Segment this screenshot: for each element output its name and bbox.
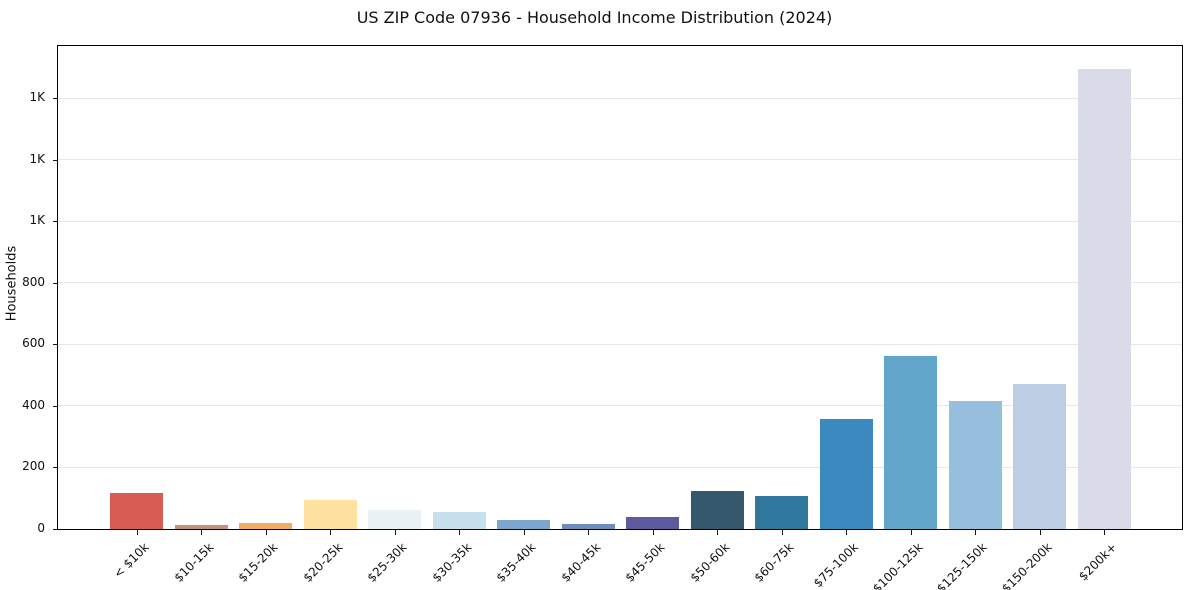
x-tick-label-text: $50-60k <box>687 540 733 585</box>
x-tick-label-text: $10-15k <box>171 540 217 585</box>
x-tick-label-text: < $10k <box>110 540 152 581</box>
bar-11 <box>755 496 809 529</box>
x-tick-mark <box>652 530 654 535</box>
y-tick-mark <box>53 405 57 407</box>
x-tick-label-text: $150-200k <box>998 540 1055 590</box>
y-tick-mark <box>53 282 57 284</box>
bar-15 <box>1013 383 1067 529</box>
gridline <box>58 282 1182 284</box>
bar-10 <box>690 490 744 529</box>
y-tick-label: 1K <box>29 213 45 228</box>
y-tick-label: 800 <box>22 274 45 289</box>
chart-title: US ZIP Code 07936 - Household Income Dis… <box>356 8 833 27</box>
gridline <box>58 220 1182 222</box>
x-tick-label-text: $100-125k <box>869 540 926 590</box>
x-tick-label-text: $45-50k <box>622 540 668 585</box>
x-tick-label-text: $20-25k <box>300 540 346 585</box>
bar-7 <box>497 520 551 529</box>
y-tick-mark <box>53 529 57 530</box>
y-tick-mark <box>53 467 57 469</box>
x-tick-mark <box>394 530 396 535</box>
x-tick-label-text: $200k+ <box>1075 540 1120 584</box>
bar-16 <box>1077 69 1131 529</box>
x-tick-mark <box>136 530 138 535</box>
y-tick-label: 0 <box>37 521 45 535</box>
x-tick-mark <box>201 530 203 535</box>
bar-4 <box>303 499 357 529</box>
gridline <box>58 97 1182 99</box>
y-tick-mark <box>53 159 57 161</box>
bar-2 <box>174 525 228 529</box>
x-tick-label-text: $125-150k <box>934 540 991 590</box>
x-tick-mark <box>523 530 525 535</box>
y-tick-mark <box>53 221 57 223</box>
y-tick-label: 1K <box>29 151 45 166</box>
bar-12 <box>819 418 873 529</box>
x-tick-mark <box>265 530 267 535</box>
x-tick-mark <box>910 530 912 535</box>
x-tick-label-text: $35-40k <box>493 540 539 585</box>
y-tick-label: 600 <box>22 336 45 351</box>
x-tick-label-text: $75-100k <box>810 540 862 590</box>
gridline <box>58 159 1182 161</box>
x-tick-label-text: $15-20k <box>235 540 281 585</box>
gridline <box>58 343 1182 345</box>
x-tick-mark <box>330 530 332 535</box>
bar-3 <box>239 522 293 529</box>
bar-8 <box>561 524 615 529</box>
x-tick-label-text: $60-75k <box>751 540 797 585</box>
gridline <box>58 405 1182 407</box>
bar-6 <box>432 512 486 529</box>
bar-5 <box>368 509 422 529</box>
y-tick-mark <box>53 98 57 100</box>
bar-14 <box>948 401 1002 529</box>
x-tick-mark <box>588 530 590 535</box>
x-tick-label-text: $40-45k <box>558 540 604 585</box>
y-tick-label: 1K <box>29 90 45 105</box>
x-tick-label-text: $30-35k <box>429 540 475 585</box>
bar-9 <box>626 517 680 529</box>
x-tick-mark <box>781 530 783 535</box>
x-tick-mark <box>975 530 977 535</box>
x-tick-mark <box>846 530 848 535</box>
y-tick-mark <box>53 344 57 346</box>
gridline <box>58 466 1182 468</box>
x-tick-mark <box>1104 530 1106 535</box>
x-tick-mark <box>1039 530 1041 535</box>
plot-area: 0 200 400 600 800 1K 1K 1K < $10k $10-15k $15-20k $… <box>22 45 1183 590</box>
x-tick-mark <box>459 530 461 535</box>
x-tick-mark <box>717 530 719 535</box>
x-tick-label-text: $25-30k <box>364 540 410 585</box>
y-tick-label: 400 <box>22 397 45 412</box>
y-tick-label: 200 <box>22 459 45 474</box>
bar-1 <box>110 493 164 529</box>
bar-13 <box>884 356 938 529</box>
